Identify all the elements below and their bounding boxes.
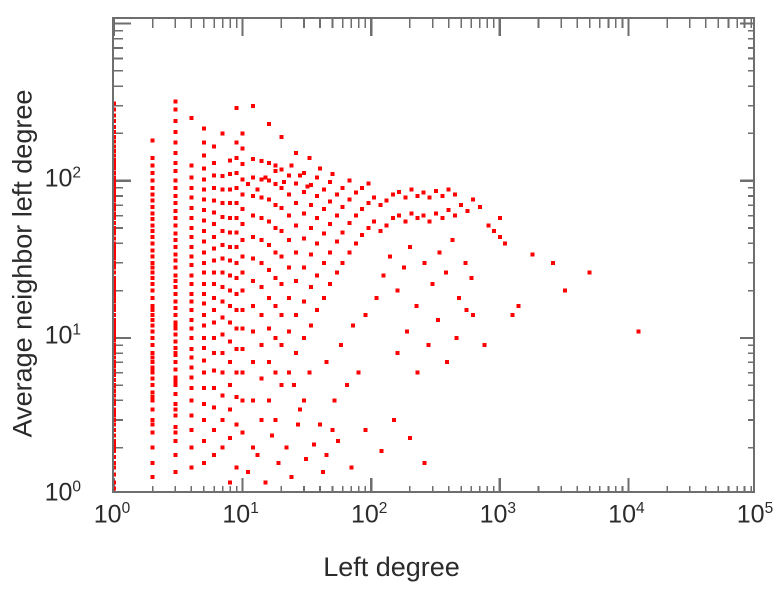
y-tick-label-2: 102 [44, 164, 81, 193]
x-tick-label-2: 102 [350, 500, 388, 529]
x-tick-label-5: 105 [736, 500, 774, 529]
x-tick-label-4: 104 [608, 500, 645, 529]
scatter-points [114, 99, 641, 491]
plot-canvas [114, 19, 753, 491]
axis-ticks [114, 19, 753, 491]
x-tick-label-1: 101 [222, 500, 259, 529]
x-tick-label-3: 103 [479, 500, 517, 529]
y-axis-label: Average neighbor left degree [7, 89, 38, 438]
y-tick-label-1: 101 [44, 321, 81, 350]
plot-frame [112, 17, 755, 493]
y-tick-label-0: 100 [44, 478, 81, 507]
x-axis-label: Left degree [323, 552, 460, 582]
x-tick-label-0: 100 [93, 500, 131, 529]
